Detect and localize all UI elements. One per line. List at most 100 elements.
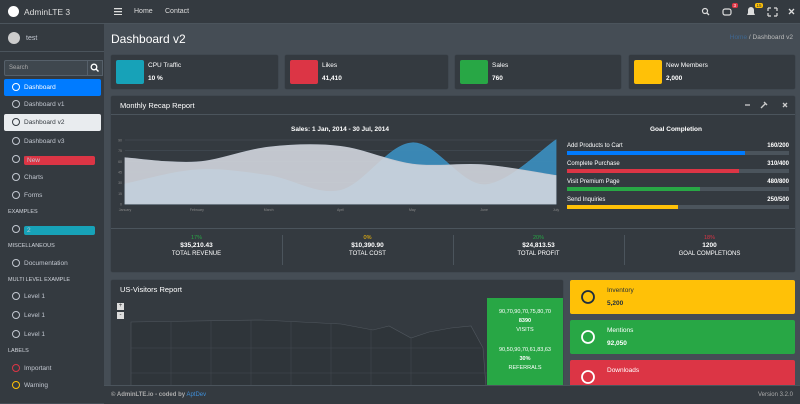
info-box-value: 2,000: [666, 75, 683, 82]
visitor-stat: 90,50,90,70,61,83,63 30% REFERRALS: [487, 346, 563, 373]
nav-label: Level 1: [24, 312, 45, 319]
x-tick-label: January: [119, 208, 132, 212]
logo: [8, 6, 19, 17]
search-icon: [90, 63, 99, 72]
footer-link[interactable]: AptDev: [186, 392, 207, 398]
info-box-icon: [290, 60, 318, 84]
info-box-icon: [460, 60, 488, 84]
nav-label: Documentation: [24, 260, 68, 267]
nav-header: LABELS: [8, 348, 29, 354]
nav-header: MISCELLANEOUS: [8, 243, 55, 249]
nav-icon: [12, 100, 20, 108]
nav-icon: [12, 155, 20, 163]
sidebar: AdminLTE 3 test Search Dashboard Dashboar…: [0, 0, 104, 403]
nav-item[interactable]: Warning: [4, 377, 101, 394]
y-tick-label: 0: [120, 203, 122, 207]
nav-label: Dashboard v2: [24, 119, 65, 126]
stat-change: 17%: [190, 235, 202, 241]
info-box-value: 10 %: [148, 75, 163, 82]
nav-label: Dashboard v1: [24, 101, 65, 108]
nav-item[interactable]: Important: [4, 360, 101, 377]
stat-label: TOTAL REVENUE: [171, 251, 222, 257]
nav-item[interactable]: WidgetsNew: [4, 151, 101, 168]
goal-value: 310/400: [767, 161, 789, 167]
x-tick-label: June: [480, 208, 488, 212]
nav-item[interactable]: Dashboard v1: [4, 96, 101, 113]
goal-label: Visit Premium Page: [567, 179, 620, 185]
user-name[interactable]: test: [26, 35, 38, 42]
info-box-value: 760: [492, 75, 503, 82]
sparkline: 90,70,90,70,75,80,70: [499, 309, 551, 315]
nav-item[interactable]: Level 1: [4, 288, 101, 305]
stat-change: 0%: [363, 235, 372, 241]
sparkline: 90,50,90,70,61,83,63: [499, 347, 551, 353]
nav-link[interactable]: Contact: [165, 8, 190, 15]
breadcrumb-current: Dashboard v2: [752, 34, 793, 41]
search-placeholder: Search: [9, 65, 29, 71]
nav-label: Warning: [24, 382, 48, 389]
card-header: Monthly Recap Report: [111, 96, 795, 115]
y-tick-label: 60: [118, 160, 122, 164]
stat-label: TOTAL COST: [349, 251, 386, 257]
y-tick-label: 75: [118, 149, 122, 153]
info-box: New Members 2,000: [629, 55, 795, 89]
search-input[interactable]: Search: [4, 60, 88, 76]
chart-title: Sales: 1 Jan, 2014 - 30 Jul, 2014: [291, 126, 389, 133]
zoom-in[interactable]: +: [117, 303, 124, 310]
info-box-label: Inventory: [607, 287, 634, 294]
nav-item[interactable]: Documentation: [4, 255, 101, 272]
nav-icon: [12, 137, 20, 145]
nav-item[interactable]: Level 1: [4, 307, 101, 324]
x-tick-label: May: [409, 208, 416, 212]
visitors-card: US-Visitors Report + - 90,70,90,70,75,80…: [111, 280, 563, 400]
info-box-label: New Members: [666, 62, 708, 69]
menu-toggle[interactable]: [114, 8, 122, 15]
visitor-stat: 90,70,90,70,75,80,70 8390 VISITS: [487, 308, 563, 335]
stat-amount: $10,390.90: [351, 242, 384, 249]
notification-badge: 15: [755, 3, 764, 8]
search-button[interactable]: [87, 60, 103, 76]
progress-track: [567, 205, 789, 209]
card-tools[interactable]: [743, 100, 791, 110]
nav-item[interactable]: Calendar2: [4, 221, 101, 238]
zoom-out[interactable]: -: [117, 312, 124, 319]
info-box-icon: [581, 290, 595, 304]
visitor-value: 30%: [519, 356, 531, 362]
nav-link[interactable]: Home: [134, 8, 153, 15]
nav-item[interactable]: Dashboard v2: [4, 114, 101, 131]
nav-item[interactable]: Charts: [4, 169, 101, 186]
message-badge: 3: [732, 3, 738, 8]
goal-row: Complete Purchase 310/400: [567, 161, 789, 175]
info-box-value: 92,050: [607, 340, 627, 347]
version: Version 3.2.0: [757, 392, 793, 398]
goal-title: Goal Completion: [650, 126, 702, 133]
recap-card: Monthly Recap Report Sales: 1 Jan, 2014 …: [111, 96, 795, 272]
y-tick-label: 15: [118, 192, 122, 196]
nav-icons[interactable]: [700, 5, 796, 19]
nav-label: Level 1: [24, 331, 45, 338]
stat: 18% 1200 GOAL COMPLETIONS: [624, 235, 795, 265]
stat-label: GOAL COMPLETIONS: [678, 251, 741, 257]
info-box: CPU Traffic 10 %: [111, 55, 278, 89]
footer-text: © AdminLTE.io - coded by AptDev: [111, 392, 206, 398]
nav-icon: [12, 83, 20, 91]
visitor-stats: 90,70,90,70,75,80,70 8390 VISITS 90,50,90,7…: [487, 298, 563, 400]
nav-item[interactable]: Forms: [4, 187, 101, 204]
area: [124, 144, 557, 205]
goal-label: Complete Purchase: [567, 161, 620, 167]
info-box-value: 5,200: [607, 300, 624, 307]
stat-change: 18%: [703, 235, 715, 241]
brand[interactable]: AdminLTE 3: [0, 0, 104, 24]
stat-amount: $24,813.53: [522, 242, 555, 249]
nav-label: Dashboard: [24, 84, 56, 91]
progress-bar: [567, 187, 701, 191]
info-box: Mentions 92,050: [570, 320, 795, 354]
y-tick-label: 90: [118, 139, 122, 143]
stat: 20% $24,813.53 TOTAL PROFIT: [453, 235, 625, 265]
nav-item[interactable]: Dashboard v3: [4, 133, 101, 150]
breadcrumb-link[interactable]: Home: [729, 34, 748, 41]
footer: © AdminLTE.io - coded by AptDev Version …: [104, 385, 800, 404]
nav-item[interactable]: Dashboard: [4, 79, 101, 96]
nav-icon: [12, 173, 20, 181]
nav-item[interactable]: Level 1: [4, 326, 101, 343]
